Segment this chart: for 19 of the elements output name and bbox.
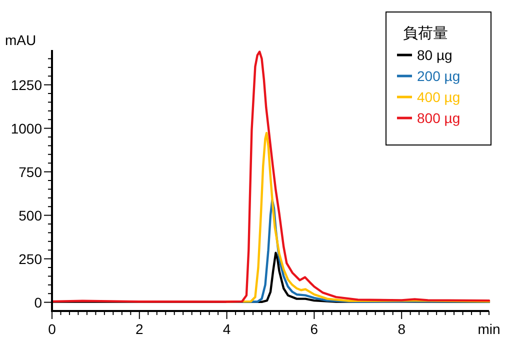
legend-label: 80 µg xyxy=(417,47,452,63)
y-tick-label: 0 xyxy=(34,294,42,310)
x-tick-label: 2 xyxy=(136,321,144,337)
legend-title: 負荷量 xyxy=(403,25,448,42)
y-tick-label: 1250 xyxy=(10,76,42,93)
x-tick-label: 4 xyxy=(222,321,231,337)
y-tick-label: 750 xyxy=(18,164,42,180)
y-tick-label: 1000 xyxy=(10,120,42,136)
x-axis-title: min xyxy=(478,321,500,337)
x-tick-label: 6 xyxy=(310,321,318,337)
y-tick-label: 250 xyxy=(18,250,42,267)
x-tick-label: 8 xyxy=(398,321,406,337)
line-series xyxy=(50,50,490,303)
legend-label: 200 µg xyxy=(417,68,460,84)
legend-label: 800 µg xyxy=(417,110,460,126)
x-tick-label: 0 xyxy=(48,321,56,337)
legend-label: 400 µg xyxy=(417,89,460,105)
y-tick-label: 500 xyxy=(18,207,42,224)
y-axis-title: mAU xyxy=(5,32,36,48)
